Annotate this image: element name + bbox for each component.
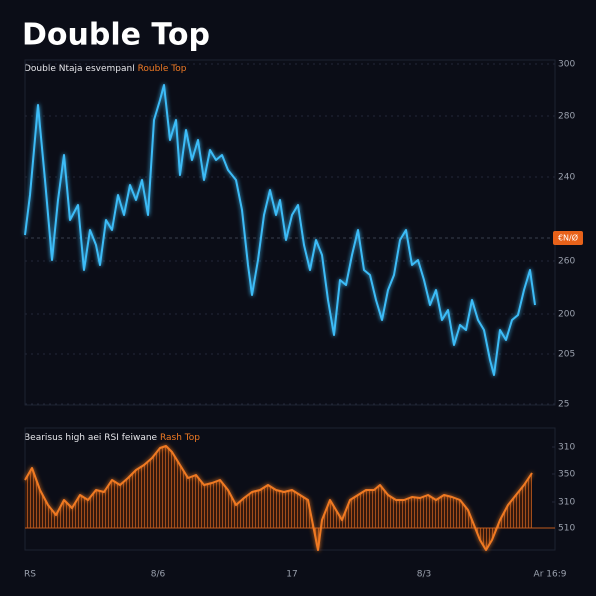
y-tick-label: 200: [558, 310, 575, 320]
subtitle-highlight: Rouble Top: [138, 64, 187, 74]
indicator-title-highlight: Rash Top: [160, 433, 200, 443]
x-tick-label: 8/3: [417, 570, 431, 580]
indicator-title-text: Bearisus high aei RSI feiwane: [24, 433, 158, 443]
y-tick-label: 350: [558, 470, 575, 480]
x-tick-label: Ar 16:9: [534, 570, 567, 580]
indicator-title: Bearisus high aei RSI feiwane Rash Top: [24, 433, 200, 443]
y-tick-label: 280: [558, 112, 575, 122]
y-tick-label: 205: [558, 350, 575, 360]
y-tick-label: 260: [558, 257, 575, 267]
y-tick-label: 25: [558, 400, 569, 410]
y-tick-label: 310: [558, 443, 575, 453]
price-tag-label: €N/Ø: [558, 233, 578, 243]
x-tick-label: 8/6: [151, 570, 166, 580]
subtitle: Double Ntaja esvempanl Rouble Top: [24, 64, 187, 74]
chart-title: Double Top: [22, 18, 210, 53]
y-tick-label: 240: [558, 173, 575, 183]
y-tick-label: 310: [558, 498, 575, 508]
subtitle-text: Double Ntaja esvempanl: [24, 64, 135, 74]
x-tick-label: RS: [24, 570, 36, 580]
area-fill: [25, 446, 532, 550]
indicator-line: [24, 445, 533, 551]
price-tag: [553, 231, 583, 245]
price-line: [24, 84, 536, 376]
y-tick-label: 300: [558, 60, 575, 70]
x-tick-label: 17: [286, 570, 297, 580]
plot-layer: 300 280 240 260 200 205 25 310 350 310 510 RS 8/6 17 8…: [24, 60, 575, 580]
y-tick-label: 510: [558, 524, 575, 534]
